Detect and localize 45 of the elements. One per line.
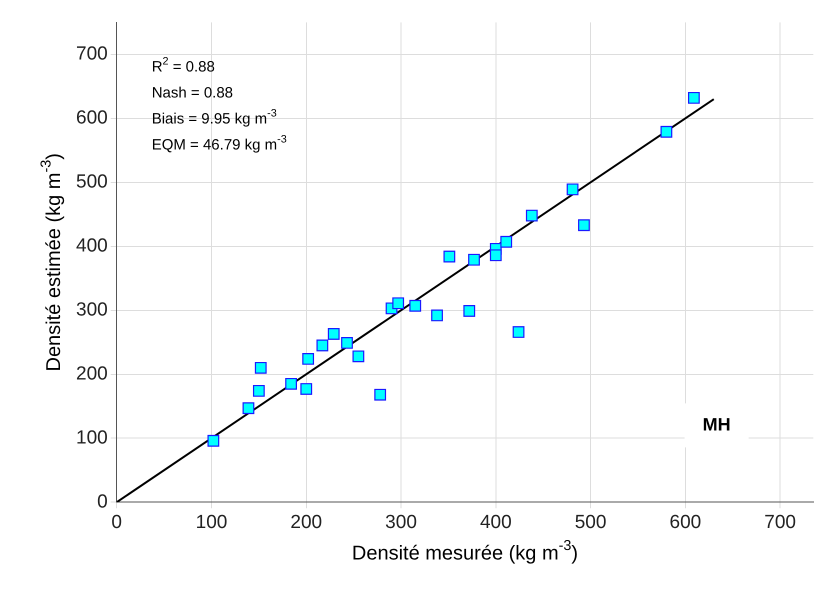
point: [526, 210, 538, 222]
point: [512, 326, 524, 338]
annotation: Nash = 0.88: [152, 84, 234, 102]
y-tick-label: 700: [76, 44, 108, 65]
x-tick-label: 0: [111, 512, 122, 533]
point: [660, 126, 672, 138]
point: [352, 350, 364, 362]
point: [468, 254, 480, 266]
x-tick-label: 500: [574, 512, 606, 533]
y-tick-label: 400: [76, 236, 108, 257]
point: [500, 236, 512, 248]
x-tick-label: 400: [480, 512, 512, 533]
point: [328, 328, 340, 340]
point: [392, 297, 404, 310]
point: [302, 352, 314, 365]
annotation: MH: [702, 414, 731, 434]
point: [578, 219, 590, 232]
y-tick-label: 500: [76, 172, 108, 193]
y-tick-label: 300: [76, 300, 108, 321]
y-tick-label: 200: [76, 363, 108, 384]
y-tick-label: 100: [76, 427, 108, 448]
point: [285, 378, 297, 390]
point: [254, 362, 267, 374]
x-tick-label: 600: [670, 512, 702, 533]
x-tick-label: 100: [196, 512, 228, 533]
point: [688, 92, 700, 104]
point: [300, 383, 312, 395]
point: [490, 249, 502, 262]
point: [443, 250, 456, 262]
x-tick-label: 700: [764, 512, 796, 533]
x-tick-label: 300: [385, 512, 417, 533]
point: [341, 337, 353, 349]
point: [374, 388, 386, 401]
y-axis-title: Densité estimée (kg m-3): [38, 153, 66, 372]
y-tick-label: 0: [97, 491, 108, 512]
point: [252, 384, 265, 397]
point: [431, 309, 443, 322]
point: [409, 300, 422, 312]
point: [242, 402, 254, 414]
point: [207, 434, 220, 447]
point: [566, 183, 578, 196]
x-tick-label: 200: [290, 512, 322, 533]
point: [463, 305, 476, 317]
point: [316, 340, 328, 352]
y-tick-label: 600: [76, 108, 108, 129]
